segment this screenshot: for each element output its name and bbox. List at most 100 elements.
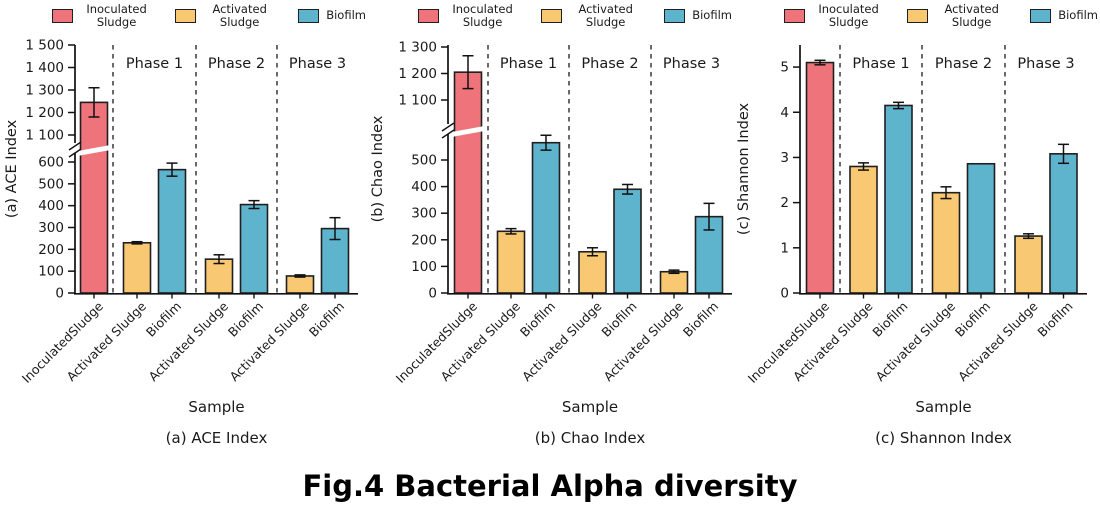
legend-label: Activated Sludge	[944, 2, 999, 29]
error-bar	[213, 254, 225, 265]
bar-inoculatedsludge	[453, 71, 483, 294]
bar-inoculatedsludge	[79, 101, 109, 294]
y-tick-label: 1 300	[25, 83, 64, 99]
legend-item-inoculated-sludge: Inoculated Sludge	[52, 3, 153, 29]
bar-biofilm	[1049, 153, 1078, 294]
error-bar	[505, 227, 517, 235]
bar-activated-sludge	[849, 165, 878, 294]
error-bar	[668, 269, 680, 275]
legend-item-activated-sludge: Activated Sludge	[175, 3, 276, 29]
y-tick-label: 0	[428, 286, 437, 302]
legend-swatch-inoculated-sludge	[784, 8, 805, 23]
x-tick-label: Activated Sludge	[227, 298, 313, 384]
legend-label: Inoculated Sludge	[86, 2, 147, 29]
x-tick-label: Activated Sludge	[519, 298, 605, 384]
legend-label: Activated Sludge	[212, 2, 267, 29]
y-tick-label: 1 400	[25, 60, 64, 76]
y-tick-label: 1	[780, 240, 789, 256]
phase-label: Phase 1	[126, 56, 183, 72]
y-tick-label: 1 100	[25, 128, 64, 144]
y-tick-label: 500	[38, 176, 64, 192]
legend-item-activated-sludge: Activated Sludge	[907, 3, 1008, 29]
x-tick-label: Activated Sludge	[146, 298, 232, 384]
y-tick-label: 1 500	[25, 38, 64, 54]
phase-label: Phase 2	[208, 56, 265, 72]
shannon-index-plot: Phase 1 Phase 2 Phase 3 0 1 2 3 4 5 InoculatedSlu…	[736, 45, 1087, 447]
phase-label: Phase 3	[1017, 56, 1074, 72]
legend-label: Activated Sludge	[578, 2, 633, 29]
phase-label: Phase 3	[663, 56, 720, 72]
x-tick-label: Biofilm	[143, 299, 184, 340]
error-bar	[88, 87, 100, 118]
y-axis-title: (a) ACE Index	[4, 119, 20, 218]
error-bar	[622, 183, 633, 195]
x-axis-title: Sample	[188, 398, 244, 416]
y-tick-label: 400	[38, 198, 64, 214]
x-tick-label: Biofilm	[598, 299, 639, 340]
y-axis: 0 100 200 300 400 500 1 100 1 200 1 300	[398, 40, 455, 302]
x-tick-label: Biofilm	[225, 299, 266, 340]
phase-label: Phase 2	[935, 56, 992, 72]
x-tick-label: InoculatedSludge	[19, 298, 107, 386]
bar-biofilm	[239, 203, 269, 294]
x-tick-label: Activated Sludge	[790, 298, 876, 384]
bar-biofilm	[157, 168, 187, 294]
y-tick-label: 600	[38, 155, 64, 171]
y-tick-label: 200	[411, 232, 437, 248]
bar-biofilm	[966, 162, 996, 294]
error-bar	[248, 199, 260, 210]
bar-activated-sludge	[122, 241, 152, 294]
legend-item-biofilm: Biofilm	[298, 8, 366, 23]
bar-break-gap	[451, 126, 485, 137]
x-tick-label: Biofilm	[869, 299, 910, 340]
error-bar	[462, 54, 474, 90]
x-axis	[74, 292, 358, 299]
error-bar	[1023, 233, 1034, 240]
bar-biofilm	[531, 141, 561, 294]
chart-caption: (a) ACE Index	[166, 429, 268, 447]
y-tick-label: 500	[411, 153, 437, 169]
bar-break-gap	[77, 145, 111, 156]
y-tick-label: 100	[411, 259, 437, 275]
x-tick-label: InoculatedSludge	[393, 298, 481, 386]
legend-item-inoculated-sludge: Inoculated Sludge	[418, 3, 519, 29]
legend-swatch-biofilm	[298, 8, 320, 23]
y-tick-label: 1 300	[398, 40, 437, 56]
y-tick-label: 300	[38, 220, 64, 236]
phase-label: Phase 1	[852, 56, 909, 72]
x-tick-label: Biofilm	[306, 299, 347, 340]
bar-activated-sludge	[1014, 235, 1043, 294]
x-tick-label: Activated Sludge	[873, 298, 959, 384]
phase-label: Phase 3	[289, 56, 346, 72]
error-bar	[940, 186, 952, 200]
x-tick-label: Activated Sludge	[601, 298, 687, 384]
bar-biofilm	[884, 104, 913, 294]
legend: Inoculated Sludge Activated Sludge Biofi…	[52, 3, 366, 29]
y-axis-title: (c) Shannon Index	[736, 103, 752, 236]
chart-ace: Inoculated Sludge Activated Sludge Biofi…	[0, 0, 366, 454]
x-tick-label: Biofilm	[952, 299, 993, 340]
error-bar	[540, 134, 552, 151]
y-tick-label: 1 200	[398, 66, 437, 82]
figure-title: Fig.4 Bacterial Alpha diversity	[302, 469, 798, 503]
legend-item-biofilm: Biofilm	[664, 8, 732, 23]
legend-swatch-inoculated-sludge	[52, 8, 73, 23]
x-tick-label: Biofilm	[517, 299, 558, 340]
legend-swatch-activated-sludge	[175, 8, 197, 23]
y-tick-label: 3	[780, 150, 789, 166]
x-axis-title: Sample	[562, 398, 618, 416]
error-bar	[893, 101, 904, 110]
legend-label: Biofilm	[692, 8, 732, 23]
bar-inoculatedsludge	[805, 61, 835, 294]
y-tick-label: 5	[780, 60, 789, 76]
chart-chao: Inoculated Sludge Activated Sludge Biofi…	[366, 0, 732, 454]
legend-item-inoculated-sludge: Inoculated Sludge	[784, 3, 885, 29]
phase-label: Phase 1	[500, 56, 557, 72]
axis-break-mark	[68, 141, 82, 151]
legend-item-activated-sludge: Activated Sludge	[541, 3, 642, 29]
legend-label: Inoculated Sludge	[452, 2, 513, 29]
x-tick-label: InoculatedSludge	[745, 298, 833, 386]
bar-break-gap	[529, 126, 563, 137]
error-bar	[1058, 143, 1069, 165]
